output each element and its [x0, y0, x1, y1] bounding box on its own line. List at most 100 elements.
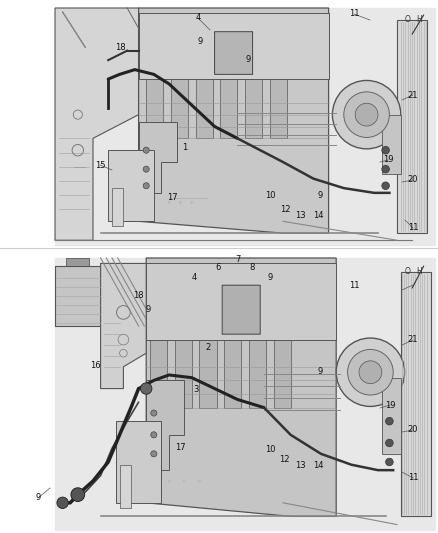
Text: 9: 9 — [318, 367, 323, 376]
Circle shape — [385, 417, 393, 425]
Bar — [112, 188, 124, 226]
Text: 13: 13 — [295, 212, 305, 221]
Polygon shape — [55, 8, 138, 240]
Text: 16: 16 — [90, 360, 100, 369]
Bar — [382, 115, 401, 174]
Text: 15: 15 — [95, 160, 105, 169]
Bar — [175, 272, 192, 408]
Circle shape — [385, 458, 393, 466]
Text: 2: 2 — [205, 343, 211, 352]
Circle shape — [332, 80, 401, 149]
Text: 19: 19 — [385, 400, 395, 409]
Text: 11: 11 — [408, 223, 418, 232]
Bar — [273, 272, 290, 408]
Text: 9: 9 — [35, 494, 41, 503]
Bar — [382, 378, 401, 454]
Circle shape — [151, 451, 157, 457]
Bar — [120, 465, 131, 508]
Text: 4: 4 — [195, 13, 201, 22]
Bar — [146, 20, 163, 139]
Text: 9: 9 — [318, 190, 323, 199]
Circle shape — [151, 410, 157, 416]
Circle shape — [57, 497, 68, 508]
Text: 21: 21 — [408, 335, 418, 344]
Text: 11: 11 — [408, 473, 418, 482]
Text: 10: 10 — [265, 446, 275, 455]
Polygon shape — [146, 258, 336, 516]
Text: 6: 6 — [215, 263, 221, 272]
Text: 17: 17 — [175, 443, 185, 453]
Circle shape — [167, 201, 170, 204]
Bar — [397, 20, 427, 233]
Bar — [150, 272, 167, 408]
Circle shape — [71, 488, 85, 502]
Circle shape — [190, 201, 193, 204]
Text: 4: 4 — [191, 273, 197, 282]
Text: 12: 12 — [280, 206, 290, 214]
Circle shape — [359, 361, 382, 384]
Bar — [138, 13, 328, 79]
Polygon shape — [138, 122, 177, 193]
Circle shape — [143, 147, 149, 154]
Bar — [401, 272, 431, 516]
Text: 12: 12 — [279, 456, 289, 464]
Bar — [116, 421, 161, 503]
Text: 9: 9 — [245, 55, 251, 64]
Circle shape — [179, 201, 182, 204]
Bar — [245, 20, 262, 139]
Text: 7: 7 — [235, 255, 241, 264]
Text: H: H — [416, 268, 422, 276]
Text: 21: 21 — [408, 91, 418, 100]
Text: 11: 11 — [349, 280, 359, 289]
Circle shape — [336, 338, 405, 407]
Bar — [67, 258, 89, 266]
Circle shape — [382, 165, 389, 173]
Bar — [108, 150, 154, 221]
Circle shape — [348, 350, 393, 395]
Text: 10: 10 — [265, 191, 275, 200]
Circle shape — [198, 480, 201, 482]
Text: 3: 3 — [193, 385, 199, 394]
Polygon shape — [101, 263, 146, 389]
FancyBboxPatch shape — [222, 285, 260, 334]
Text: 14: 14 — [313, 212, 323, 221]
Text: 20: 20 — [408, 175, 418, 184]
Circle shape — [167, 480, 170, 482]
Text: 8: 8 — [249, 263, 254, 272]
Text: 1: 1 — [182, 143, 187, 152]
Bar — [249, 272, 266, 408]
Circle shape — [143, 183, 149, 189]
Text: 13: 13 — [295, 462, 305, 471]
Polygon shape — [138, 8, 328, 233]
Circle shape — [143, 166, 149, 172]
Text: 18: 18 — [115, 44, 125, 52]
Text: 17: 17 — [167, 193, 177, 203]
Circle shape — [355, 103, 378, 126]
Bar — [146, 263, 336, 340]
Circle shape — [344, 92, 389, 138]
Circle shape — [382, 147, 389, 154]
Text: H: H — [416, 15, 422, 24]
Circle shape — [183, 480, 186, 482]
Polygon shape — [146, 381, 184, 470]
Text: 18: 18 — [133, 292, 143, 301]
Text: 9: 9 — [267, 273, 272, 282]
Circle shape — [382, 182, 389, 190]
Circle shape — [151, 432, 157, 438]
Text: 20: 20 — [408, 425, 418, 434]
Bar — [55, 266, 101, 326]
Text: O: O — [405, 268, 410, 276]
FancyBboxPatch shape — [215, 31, 253, 75]
Bar — [270, 20, 287, 139]
Text: 14: 14 — [313, 462, 323, 471]
Bar — [171, 20, 188, 139]
Bar — [224, 272, 241, 408]
Text: O: O — [405, 15, 410, 24]
Circle shape — [141, 383, 152, 394]
Text: 9: 9 — [198, 37, 203, 46]
Bar — [196, 20, 213, 139]
Text: 11: 11 — [349, 10, 359, 19]
Text: 9: 9 — [145, 305, 151, 314]
Bar — [199, 272, 216, 408]
Bar — [220, 20, 237, 139]
